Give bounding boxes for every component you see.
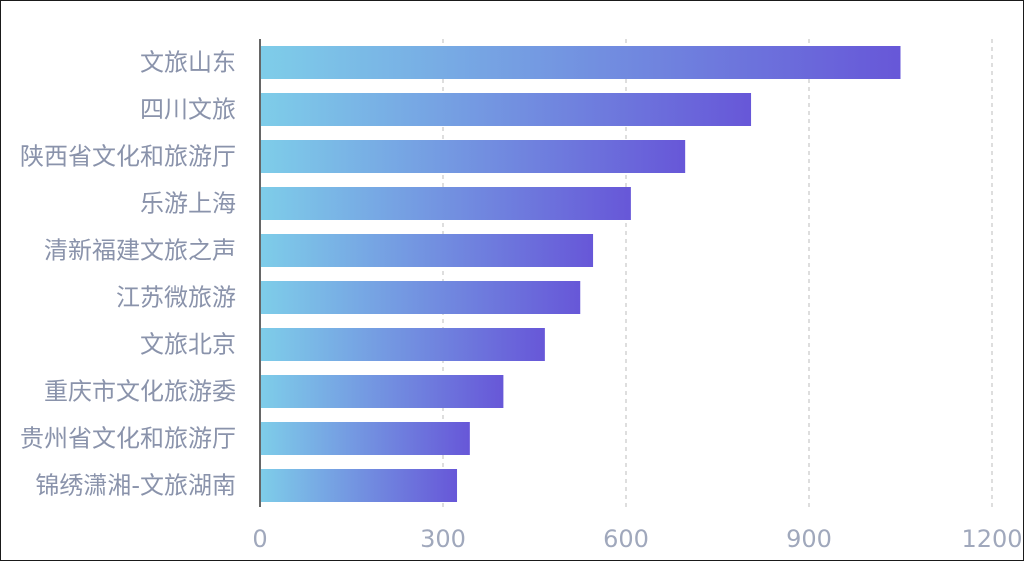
bar — [261, 234, 594, 267]
bar — [261, 281, 581, 314]
category-label: 重庆市文化旅游委 — [44, 378, 236, 406]
category-label: 江苏微旅游 — [116, 284, 236, 312]
bar — [261, 46, 901, 79]
x-tick-labels: 0 300 600 900 1200 — [252, 525, 1022, 553]
category-label: 锦绣潇湘-文旅湖南 — [35, 472, 236, 500]
x-tick-label: 900 — [786, 525, 832, 553]
bars-group — [261, 46, 901, 502]
grid-lines — [442, 39, 993, 507]
bar — [261, 375, 504, 408]
category-label: 清新福建文旅之声 — [44, 237, 236, 265]
bar — [261, 422, 470, 455]
category-label: 四川文旅 — [140, 96, 236, 124]
x-tick-label: 300 — [420, 525, 466, 553]
category-labels: 文旅山东四川文旅陕西省文化和旅游厅乐游上海清新福建文旅之声江苏微旅游文旅北京重庆… — [20, 49, 236, 500]
x-tick-label: 600 — [603, 525, 649, 553]
bar — [261, 93, 752, 126]
category-label: 陕西省文化和旅游厅 — [20, 143, 236, 171]
category-label: 贵州省文化和旅游厅 — [20, 425, 236, 453]
category-label: 文旅山东 — [140, 49, 236, 77]
bar — [261, 469, 458, 502]
bar — [261, 187, 631, 220]
bar — [261, 140, 686, 173]
x-tick-label: 0 — [252, 525, 267, 553]
category-label: 文旅北京 — [140, 331, 236, 359]
x-tick-label: 1200 — [961, 525, 1022, 553]
bar — [261, 328, 545, 361]
category-label: 乐游上海 — [140, 190, 236, 218]
